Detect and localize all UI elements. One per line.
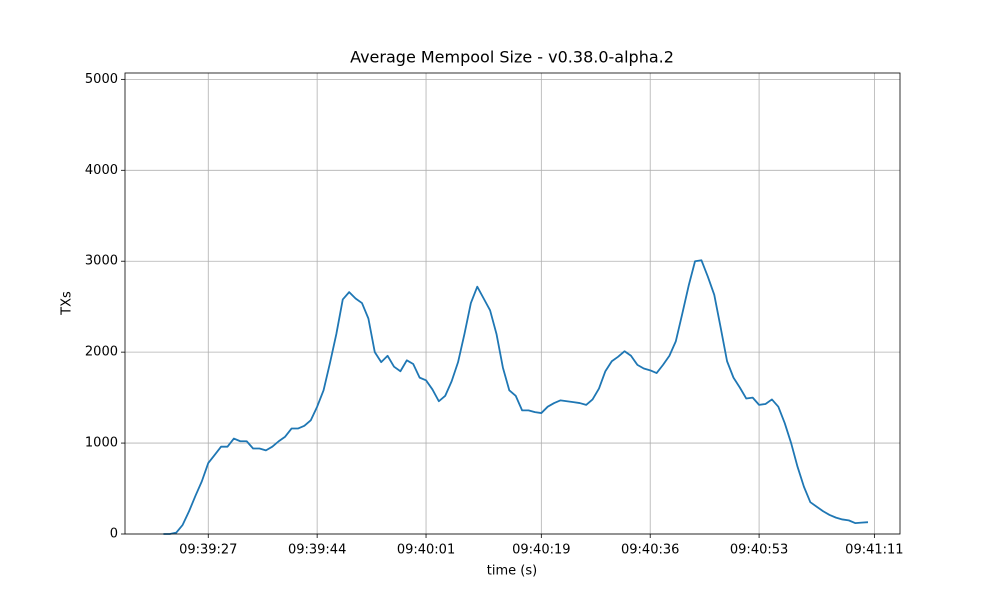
data-line	[163, 259, 869, 535]
x-tick-label: 09:39:27	[179, 543, 237, 558]
y-tick-label: 2000	[85, 345, 118, 360]
plot-frame	[124, 72, 901, 535]
y-tick-label: 5000	[85, 72, 118, 87]
y-axis-label: TXs	[60, 291, 75, 316]
y-tick-label: 3000	[85, 254, 118, 269]
x-tick-label: 09:40:53	[730, 543, 788, 558]
x-tick-label: 09:40:01	[397, 543, 455, 558]
y-tick-label: 1000	[85, 436, 118, 451]
x-axis-label: time (s)	[487, 564, 537, 579]
y-tick-label: 4000	[85, 163, 118, 178]
x-tick-label: 09:41:11	[845, 543, 903, 558]
chart-title: Average Mempool Size - v0.38.0-alpha.2	[350, 48, 674, 67]
x-tick-label: 09:40:36	[621, 543, 679, 558]
x-tick-label: 09:40:19	[512, 543, 570, 558]
x-tick-label: 09:39:44	[288, 543, 346, 558]
y-tick-label: 0	[110, 527, 118, 542]
